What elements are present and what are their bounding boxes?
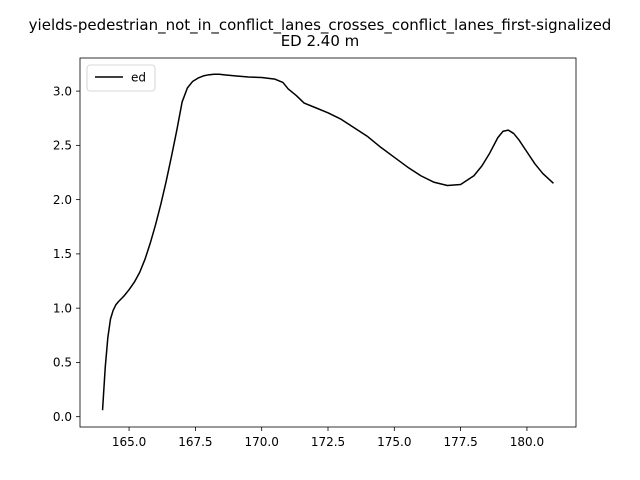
y-tick-label: 3.0 [53, 84, 72, 98]
y-tick-label: 2.0 [53, 193, 72, 207]
x-tick-label: 170.0 [245, 435, 279, 449]
y-tick-label: 2.5 [53, 139, 72, 153]
series-lines [101, 73, 554, 411]
legend-label-ed: ed [131, 71, 146, 85]
x-tick-label: 180.0 [510, 435, 544, 449]
legend-box [86, 64, 156, 92]
chart-subtitle: ED 2.40 m [281, 32, 360, 50]
y-tick-label: 0.5 [53, 356, 72, 370]
x-tick-label: 175.0 [377, 435, 411, 449]
y-axis-ticks: 0.0 0.5 1.0 1.5 2.0 2.5 3.0 [53, 84, 80, 424]
plot-area [80, 58, 576, 427]
y-tick-label: 0.0 [53, 410, 72, 424]
y-tick-label: 1.5 [53, 247, 72, 261]
x-tick-label: 167.5 [178, 435, 212, 449]
x-axis-ticks: 165.0 167.5 170.0 172.5 175.0 177.5 180.0 [112, 427, 544, 449]
y-tick-label: 1.0 [53, 301, 72, 315]
x-tick-label: 177.5 [443, 435, 477, 449]
chart-title: yields-pedestrian_not_in_conflict_lanes_… [29, 16, 612, 35]
x-tick-label: 172.5 [311, 435, 345, 449]
legend: ed [86, 64, 156, 92]
series-line-ed [101, 73, 554, 411]
x-tick-label: 165.0 [112, 435, 146, 449]
plot-frame [79, 57, 577, 428]
